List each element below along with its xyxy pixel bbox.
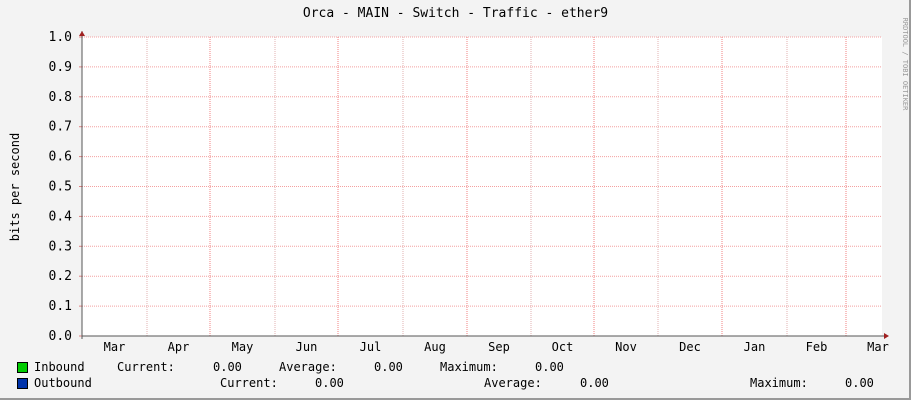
inbound-current: 0.00 [213, 360, 242, 374]
y-tick-label: 0.7 [49, 120, 72, 135]
x-tick-label: Apr [168, 340, 190, 354]
outbound-average: 0.00 [580, 376, 609, 390]
y-tick-label: 0.2 [49, 269, 72, 284]
y-axis-arrow [79, 31, 85, 36]
inbound-swatch [17, 362, 28, 373]
outbound-current-label: Current: [220, 376, 278, 390]
y-tick-label: 1.0 [49, 30, 72, 45]
x-tick-label: Oct [552, 340, 574, 354]
chart-title: Orca - MAIN - Switch - Traffic - ether9 [302, 6, 609, 21]
y-tick-label: 0.9 [49, 60, 72, 75]
plot-area: 0.0 0.1 0.2 0.3 0.4 0.5 0.6 0.7 0.8 0.9 1.0 Mar Apr M… [49, 30, 889, 354]
outbound-maximum-label: Maximum: [750, 376, 808, 390]
x-tick-label: Jun [296, 340, 318, 354]
x-tick-label: Jan [744, 340, 766, 354]
x-tick-label: Nov [615, 340, 637, 354]
y-tick-label: 0.0 [49, 329, 72, 344]
outbound-average-label: Average: [484, 376, 542, 390]
inbound-average: 0.00 [374, 360, 403, 374]
y-tick-label: 0.4 [49, 209, 73, 224]
inbound-current-label: Current: [117, 360, 175, 374]
y-tick-label: 0.6 [49, 150, 72, 165]
inbound-average-label: Average: [279, 360, 337, 374]
x-tick-label: May [232, 340, 254, 354]
x-tick-label: Mar [867, 340, 889, 354]
x-tick-label: Feb [806, 340, 828, 354]
x-tick-label: Jul [360, 340, 382, 354]
x-tick-label: Mar [104, 340, 126, 354]
x-axis-arrow [884, 333, 889, 339]
inbound-maximum-label: Maximum: [440, 360, 498, 374]
inbound-name: Inbound [34, 360, 85, 374]
outbound-name: Outbound [34, 376, 92, 390]
x-tick-label: Aug [424, 340, 446, 354]
y-tick-label: 0.5 [49, 180, 72, 195]
x-tick-label: Dec [679, 340, 701, 354]
x-tick-label: Sep [488, 340, 510, 354]
outbound-swatch [17, 378, 28, 389]
inbound-maximum: 0.00 [535, 360, 564, 374]
outbound-current: 0.00 [315, 376, 344, 390]
outbound-maximum: 0.00 [845, 376, 874, 390]
y-tick-label: 0.1 [49, 299, 72, 314]
y-tick-label: 0.8 [49, 90, 72, 105]
y-tick-label: 0.3 [49, 239, 72, 254]
